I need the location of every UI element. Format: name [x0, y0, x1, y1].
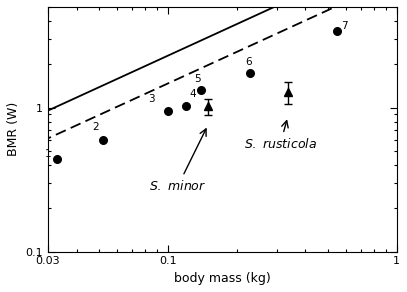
Text: 7: 7 — [341, 21, 348, 31]
Text: 6: 6 — [245, 57, 252, 67]
Text: 1: 1 — [45, 149, 51, 159]
Text: 5: 5 — [194, 74, 201, 84]
Text: $\it{S.\ minor}$: $\it{S.\ minor}$ — [149, 129, 206, 193]
X-axis label: body mass (kg): body mass (kg) — [174, 272, 271, 285]
Text: $\it{S.\ rusticola}$: $\it{S.\ rusticola}$ — [244, 121, 317, 151]
Point — [334, 29, 340, 33]
Point — [54, 157, 61, 161]
Text: 4: 4 — [190, 89, 197, 99]
Point — [99, 137, 106, 142]
Point — [164, 109, 171, 113]
Point — [182, 104, 189, 109]
Point — [247, 70, 254, 75]
Text: 3: 3 — [148, 94, 155, 104]
Text: 2: 2 — [92, 122, 99, 132]
Point — [198, 88, 204, 93]
Y-axis label: BMR (W): BMR (W) — [7, 102, 20, 157]
